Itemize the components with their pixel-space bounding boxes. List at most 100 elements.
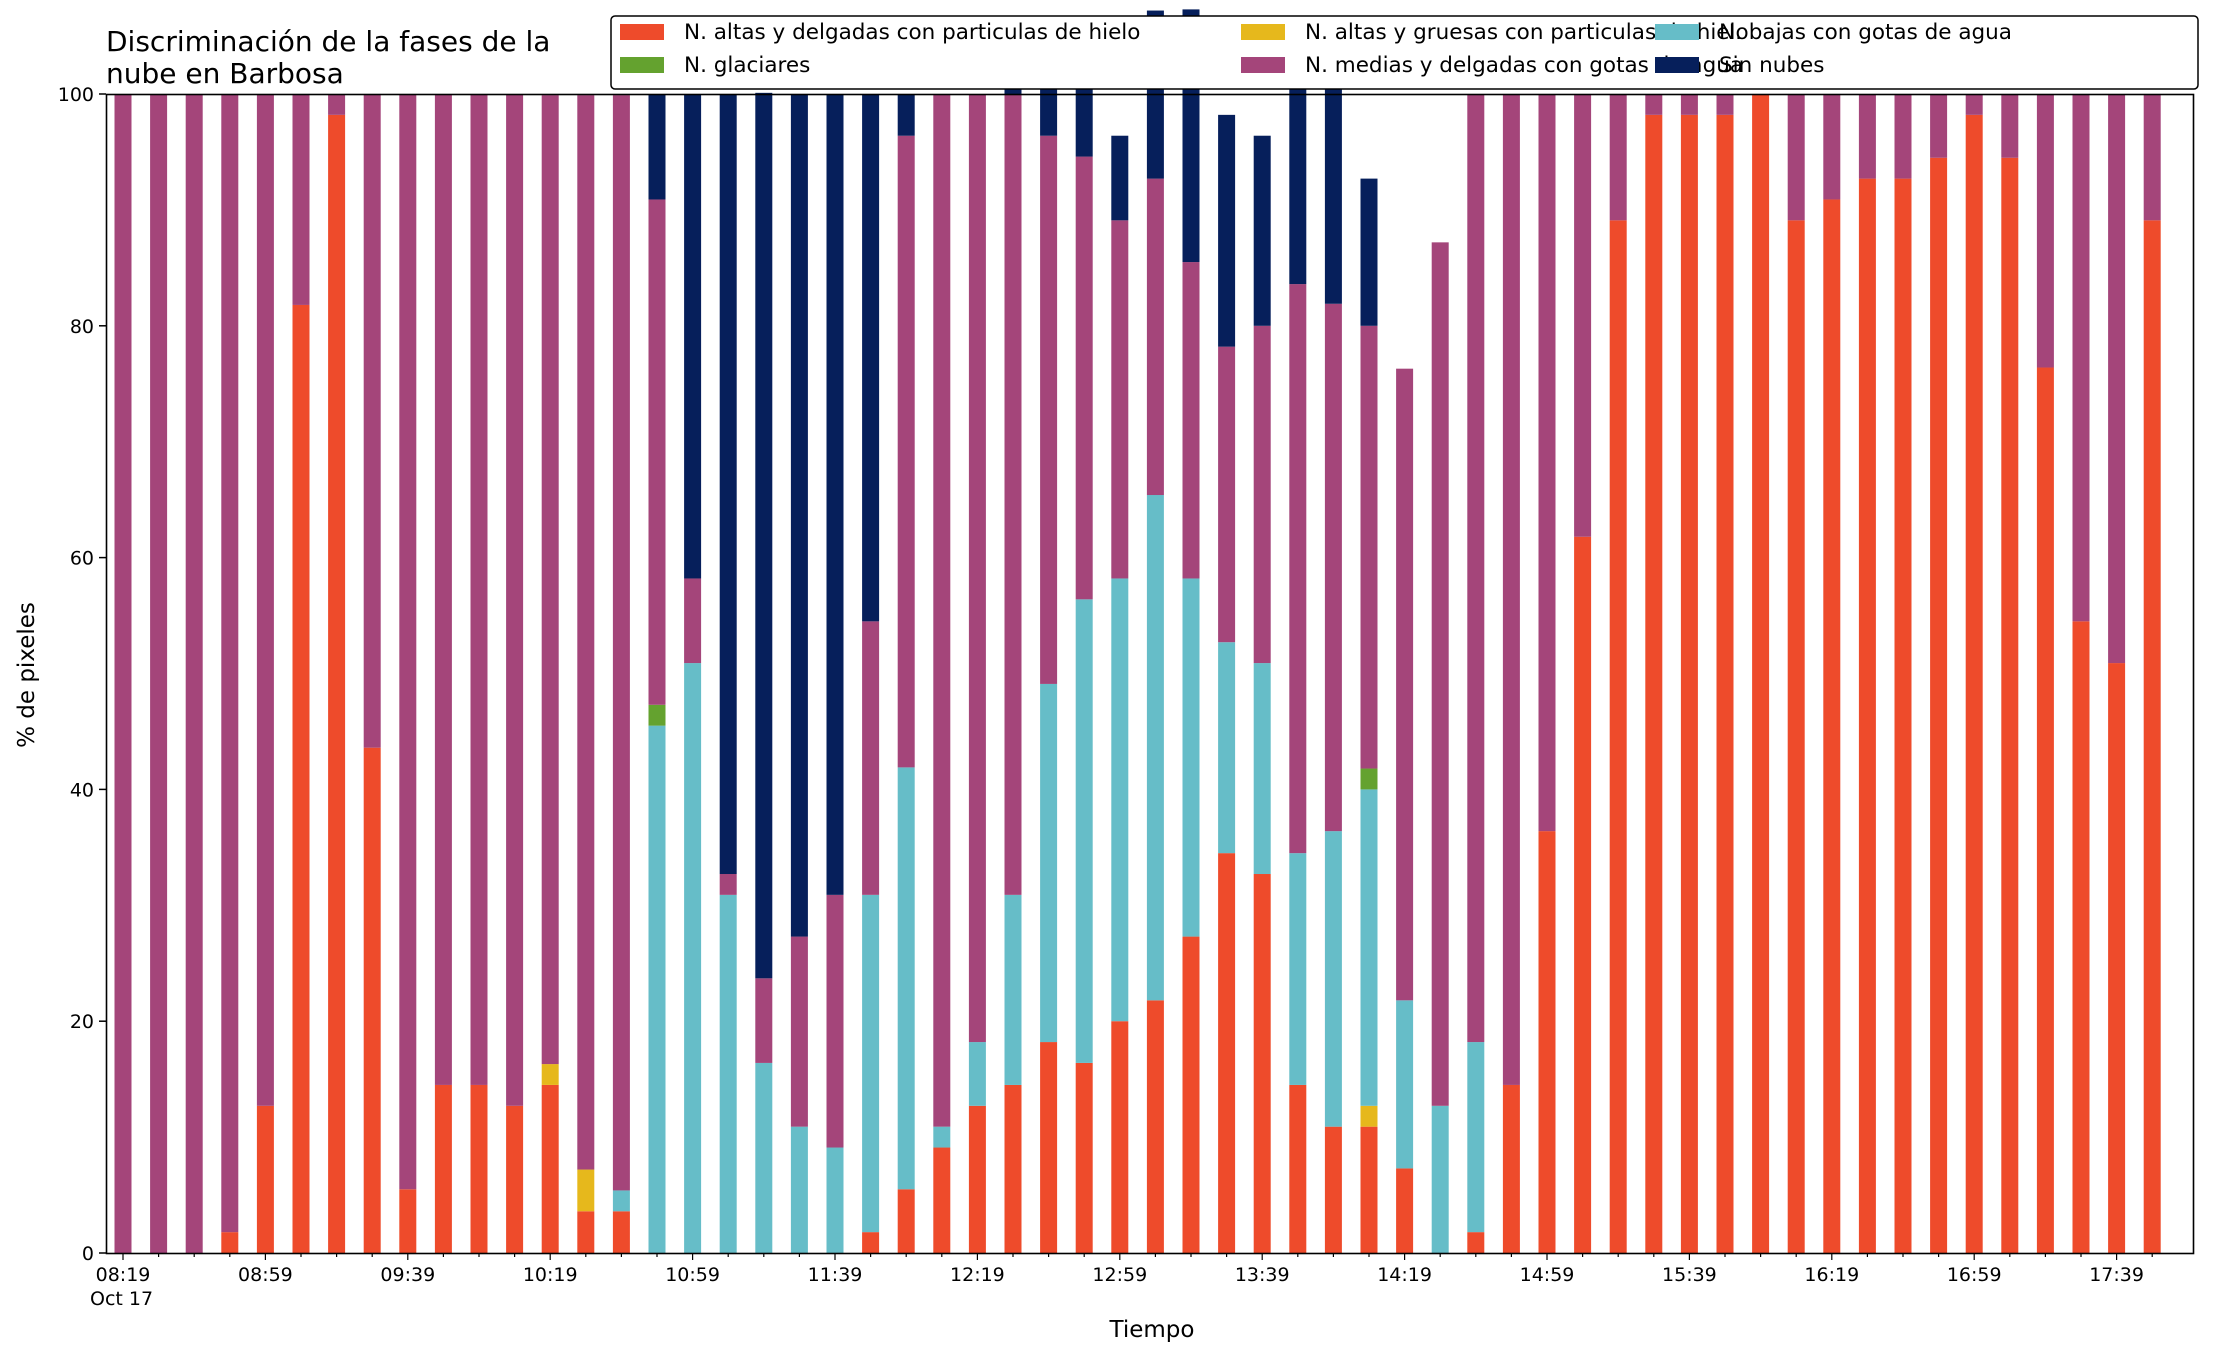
legend-swatch-0 <box>620 24 664 40</box>
bar-segment-40-series-0 <box>1538 831 1556 1253</box>
bar-segment-52-series-0 <box>1965 114 1983 1254</box>
bar-segment-7-series-0 <box>363 747 381 1253</box>
legend-swatch-1 <box>1241 24 1285 40</box>
bar-segment-15-series-2 <box>648 725 666 1253</box>
bar-segment-22-series-2 <box>897 767 915 1190</box>
bar-segment-21-series-4 <box>862 621 880 895</box>
x-tick-label-11: 15:39 <box>1662 1264 1717 1286</box>
bar-segment-22-series-5 <box>897 94 915 136</box>
legend-label-5: Sin nubes <box>1719 53 1824 78</box>
bar-segment-10-series-0 <box>470 1084 488 1253</box>
bar-segment-13-series-4 <box>577 95 595 1170</box>
bar-segment-35-series-2 <box>1360 789 1378 1106</box>
y-axis: 0 20 40 60 80 100 <box>58 84 106 1265</box>
bar-segment-18-series-4 <box>755 978 773 1063</box>
bar-segment-36-series-4 <box>1396 368 1414 1001</box>
bar-segment-11-series-0 <box>506 1105 524 1253</box>
legend-box <box>610 15 2199 90</box>
bar-segment-46-series-0 <box>1752 94 1770 1253</box>
bar-segment-52-series-4 <box>1965 94 1983 115</box>
bar-segment-19-series-4 <box>790 936 808 1127</box>
bar-segment-10-series-4 <box>470 94 488 1085</box>
bar-segment-6-series-0 <box>328 114 346 1254</box>
bar-segment-24-series-2 <box>968 1042 986 1106</box>
bar-segment-14-series-2 <box>612 1190 630 1212</box>
x-tick-label-6: 12:19 <box>950 1264 1005 1286</box>
bar-segment-36-series-2 <box>1396 1000 1414 1169</box>
bar-segment-23-series-2 <box>933 1126 951 1148</box>
bar-segment-25-series-0 <box>1004 1084 1022 1253</box>
bar-segment-43-series-4 <box>1645 94 1663 115</box>
bar-segment-32-series-5 <box>1253 135 1271 326</box>
bar-segment-14-series-4 <box>612 95 630 1191</box>
bar-segment-47-series-0 <box>1787 220 1805 1254</box>
bar-segment-57-series-4 <box>2143 94 2161 221</box>
bar-segment-22-series-0 <box>897 1189 915 1253</box>
y-axis-label: % de pixeles <box>14 602 40 748</box>
x-tick-label-4: 10:59 <box>665 1264 720 1286</box>
bar-segment-24-series-4 <box>968 94 986 1043</box>
bar-segment-21-series-5 <box>862 94 880 622</box>
bar-segment-29-series-4 <box>1146 178 1164 496</box>
bar-segment-16-series-4 <box>684 578 702 664</box>
y-tick-label-3: 60 <box>70 548 94 570</box>
bar-segment-37-series-4 <box>1431 242 1449 1106</box>
bar-segment-25-series-2 <box>1004 894 1022 1085</box>
bar-segment-33-series-0 <box>1289 1084 1307 1253</box>
bar-segment-19-series-2 <box>790 1126 808 1253</box>
bar-segment-51-series-4 <box>1930 94 1948 158</box>
bar-segment-31-series-2 <box>1218 642 1236 854</box>
bar-segment-18-series-2 <box>755 1062 773 1253</box>
bar-segment-47-series-4 <box>1787 94 1805 221</box>
x-tick-label-2: 09:39 <box>380 1264 435 1286</box>
bar-segment-6-series-4 <box>328 94 346 115</box>
bar-segment-27-series-0 <box>1075 1062 1093 1253</box>
legend-swatch-4 <box>1241 57 1285 73</box>
bar-segment-24-series-0 <box>968 1105 986 1253</box>
y-tick-label-4: 80 <box>70 316 94 338</box>
legend-label-2: N. bajas con gotas de agua <box>1719 20 2012 45</box>
chart-title-line-1: Discriminación de la fases de la <box>106 25 550 58</box>
bar-segment-43-series-0 <box>1645 114 1663 1254</box>
bar-segment-56-series-0 <box>2108 663 2126 1253</box>
x-tick-label-8: 13:39 <box>1235 1264 1290 1286</box>
bar-segment-1-series-4 <box>150 94 168 1253</box>
bar-segment-31-series-0 <box>1218 853 1236 1253</box>
bar-segment-12-series-1 <box>541 1064 559 1085</box>
legend-label-3: N. glaciares <box>684 53 810 78</box>
legend-swatch-3 <box>620 57 664 73</box>
bar-segment-14-series-0 <box>612 1211 630 1253</box>
bar-segment-15-series-4 <box>648 199 666 705</box>
bar-segment-28-series-5 <box>1111 135 1129 221</box>
x-tick-label-13: 16:59 <box>1947 1264 2002 1286</box>
bar-segment-0-series-4 <box>114 94 132 1253</box>
bar-segment-27-series-2 <box>1075 599 1093 1063</box>
bar-segment-21-series-2 <box>862 894 880 1233</box>
bar-segment-57-series-0 <box>2143 220 2161 1254</box>
bar-segment-9-series-0 <box>434 1084 452 1253</box>
bar-segment-19-series-5 <box>790 94 808 937</box>
bar-segment-37-series-2 <box>1431 1105 1449 1253</box>
bar-segment-26-series-2 <box>1040 683 1058 1043</box>
bar-segment-38-series-4 <box>1467 94 1485 1043</box>
bar-segment-11-series-4 <box>506 94 524 1106</box>
bar-segment-3-series-0 <box>221 1232 239 1253</box>
bar-segment-35-series-0 <box>1360 1126 1378 1253</box>
bar-segment-2-series-4 <box>185 94 203 1253</box>
bar-segment-8-series-0 <box>399 1189 417 1253</box>
bar-segment-25-series-4 <box>1004 94 1022 895</box>
bar-segment-42-series-0 <box>1609 220 1627 1254</box>
bar-segment-23-series-0 <box>933 1147 951 1253</box>
bar-segment-22-series-4 <box>897 135 915 768</box>
x-tick-sublabel: Oct 17 <box>90 1288 153 1310</box>
bar-segment-35-series-4 <box>1360 325 1378 769</box>
bar-segment-53-series-0 <box>2001 157 2019 1253</box>
bar-segment-56-series-4 <box>2108 94 2126 664</box>
bar-segment-50-series-4 <box>1894 94 1912 179</box>
bar-segment-17-series-2 <box>719 894 737 1253</box>
bar-segment-34-series-0 <box>1324 1126 1342 1253</box>
bar-segment-38-series-2 <box>1467 1042 1485 1233</box>
bar-segment-9-series-4 <box>434 94 452 1085</box>
legend-swatch-2 <box>1655 24 1699 40</box>
